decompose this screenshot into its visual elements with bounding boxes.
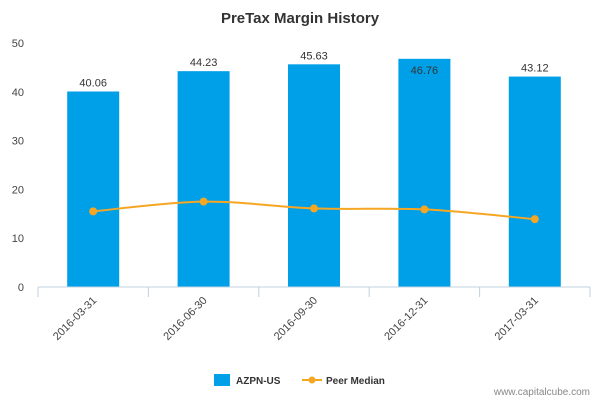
legend: AZPN-US Peer Median	[214, 374, 385, 387]
y-tick-label: 40	[12, 87, 24, 99]
peer-median-point	[199, 197, 208, 206]
y-axis: 0 10 20 30 40 50	[12, 38, 24, 294]
bar	[177, 71, 230, 288]
bar	[398, 58, 451, 287]
legend-label-azpn: AZPN-US	[236, 376, 281, 387]
peer-median-series	[89, 197, 539, 224]
peer-median-point	[310, 204, 318, 213]
bar-data-label: 44.23	[190, 57, 218, 69]
watermark: www.capitalcube.com	[493, 387, 590, 398]
y-tick-label: 0	[18, 282, 24, 294]
bar-data-labels: 40.06 44.23 45.63 46.76 43.12	[79, 50, 548, 89]
y-tick-label: 30	[12, 136, 24, 148]
peer-median-point	[89, 207, 98, 216]
bar	[67, 91, 120, 287]
bar-data-label: 45.63	[300, 50, 328, 62]
y-tick-label: 10	[12, 233, 24, 245]
x-tick-label: 2016-03-31	[51, 295, 99, 343]
bar-data-label: 43.12	[521, 63, 549, 75]
bar-data-label: 46.76	[411, 65, 439, 77]
x-tick-label: 2016-09-30	[272, 295, 320, 343]
legend-swatch-peer-marker	[308, 376, 316, 384]
x-tick-label: 2016-12-31	[382, 295, 430, 343]
x-tick-label: 2017-03-31	[493, 295, 541, 343]
x-tick-label: 2016-06-30	[161, 295, 209, 343]
bar-data-label: 40.06	[79, 78, 107, 90]
peer-median-point	[420, 205, 429, 214]
bar	[508, 76, 561, 287]
chart-title: PreTax Margin History	[221, 10, 380, 27]
bar	[288, 64, 340, 288]
legend-label-peer-median: Peer Median	[326, 376, 385, 387]
y-tick-label: 50	[12, 38, 24, 50]
x-axis: 2016-03-31 2016-06-30 2016-09-30 2016-12-31…	[37, 287, 591, 343]
bar-series	[67, 58, 561, 288]
peer-median-point	[530, 215, 539, 224]
legend-swatch-azpn	[214, 374, 230, 386]
y-tick-label: 20	[12, 184, 24, 196]
